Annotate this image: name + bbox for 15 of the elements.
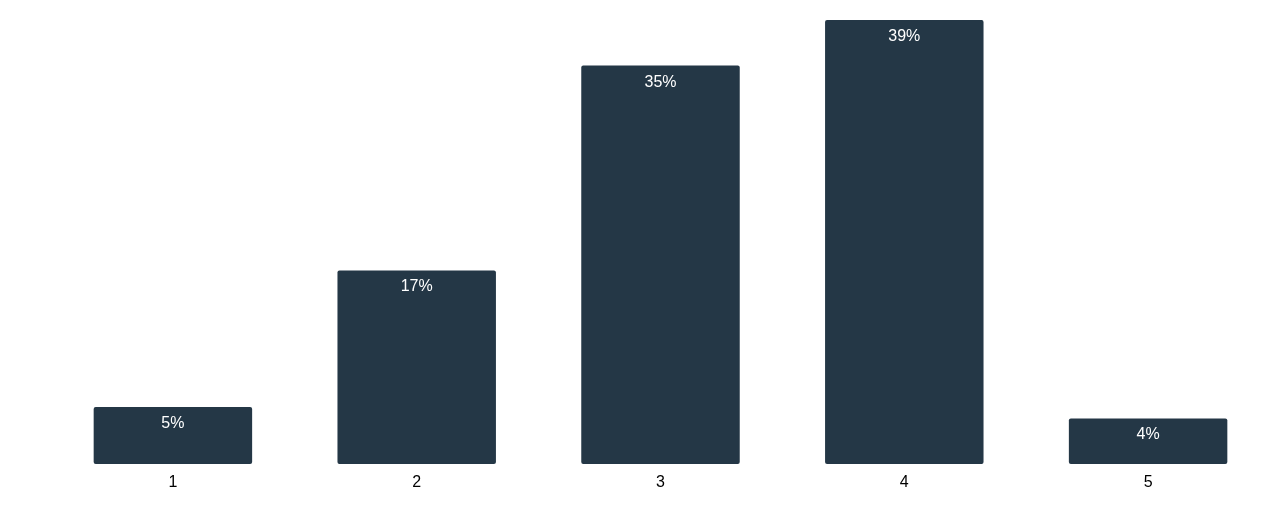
x-tick-label: 4 [899, 473, 909, 491]
bar [337, 270, 496, 464]
bar [581, 65, 740, 464]
x-tick-label: 2 [412, 473, 422, 491]
x-tick-label: 3 [656, 473, 666, 491]
bar [93, 407, 253, 464]
data-label: 4% [1136, 425, 1160, 443]
data-label: 35% [644, 72, 677, 90]
data-label: 39% [888, 27, 921, 44]
data-label: 5% [161, 414, 185, 432]
x-tick-label: 1 [168, 473, 178, 491]
x-tick-label: 5 [1143, 473, 1153, 491]
bar [1068, 418, 1228, 464]
data-label: 17% [400, 277, 433, 295]
bar [825, 20, 984, 464]
